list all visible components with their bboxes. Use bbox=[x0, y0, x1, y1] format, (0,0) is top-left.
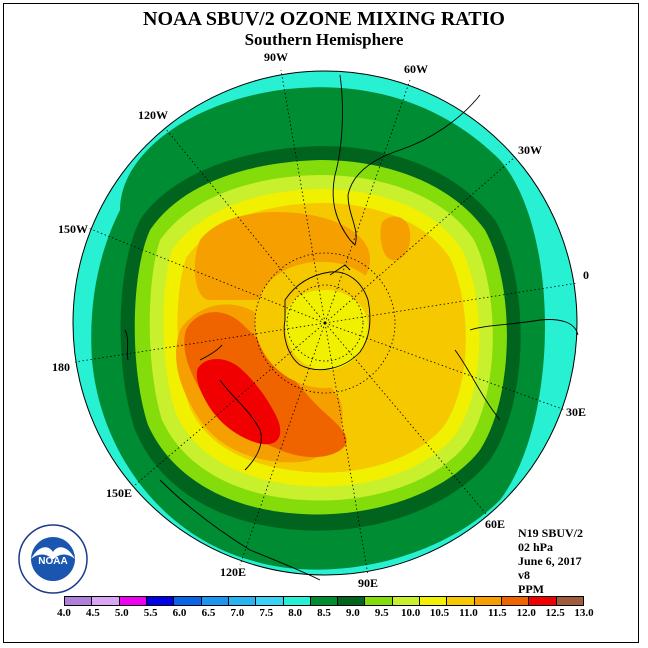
lon-label-90w: 90W bbox=[264, 50, 288, 64]
info-pressure-level: 02 hPa bbox=[518, 540, 554, 554]
south-pole-marker bbox=[323, 321, 327, 325]
lon-label-30w: 30W bbox=[518, 143, 542, 157]
info-date: June 6, 2017 bbox=[518, 554, 582, 568]
lon-label-60e: 60E bbox=[485, 517, 506, 531]
colorbar-tick-label: 8.5 bbox=[317, 607, 331, 619]
colorbar-tick-label: 6.0 bbox=[172, 607, 187, 619]
colorbar-swatch bbox=[146, 597, 175, 605]
lon-label-150w: 150W bbox=[58, 222, 88, 236]
colorbar-tick-label: 5.5 bbox=[143, 607, 158, 619]
colorbar-tick-label: 11.5 bbox=[488, 607, 507, 619]
product-info: N19 SBUV/2 02 hPa June 6, 2017 v8 PPM bbox=[518, 526, 583, 596]
colorbar-tick-label: 10.5 bbox=[429, 607, 450, 619]
colorbar-swatch bbox=[310, 597, 339, 605]
map-title: NOAA SBUV/2 OZONE MIXING RATIO bbox=[143, 8, 505, 30]
colorbar-tick-label: 7.0 bbox=[230, 607, 245, 619]
colorbar bbox=[64, 596, 584, 606]
colorbar-ticks: 4.0 4.5 5.0 5.5 6.0 6.5 7.0 7.5 8.0 8.5 9.0 9.5 10.0… bbox=[54, 607, 594, 621]
noaa-logo: NOAA bbox=[18, 524, 88, 594]
lon-label-90e: 90E bbox=[358, 576, 379, 590]
colorbar-tick-label: 4.5 bbox=[86, 607, 100, 619]
contour-12-0-orange bbox=[184, 312, 347, 458]
colorbar-swatch bbox=[447, 597, 475, 605]
colorbar-swatch bbox=[174, 597, 202, 605]
map-subtitle: Southern Hemisphere bbox=[244, 30, 404, 49]
colorbar-tick-label: 9.5 bbox=[374, 607, 389, 619]
info-satellite: N19 SBUV/2 bbox=[518, 526, 584, 540]
colorbar-tick-label: 9.0 bbox=[346, 607, 360, 619]
coastlines bbox=[124, 74, 579, 581]
colorbar-tick-label: 10.0 bbox=[401, 607, 421, 619]
colorbar-swatch bbox=[92, 597, 120, 605]
colorbar-swatch bbox=[365, 597, 393, 605]
colorbar-swatch bbox=[420, 597, 448, 605]
colorbar-swatch bbox=[529, 597, 557, 605]
colorbar-tick-label: 5.0 bbox=[114, 607, 129, 619]
map-boundary bbox=[72, 70, 578, 576]
colorbar-tick-label: 11.0 bbox=[459, 607, 478, 619]
lon-label-30e: 30E bbox=[566, 405, 587, 419]
colorbar-swatch bbox=[474, 597, 502, 605]
colorbar-swatch bbox=[256, 597, 284, 605]
colorbar-tick-label: 13.0 bbox=[574, 607, 594, 619]
colorbar-tick-label: 6.5 bbox=[201, 607, 216, 619]
info-version: v8 bbox=[518, 568, 530, 582]
colorbar-tick-label: 12.5 bbox=[545, 607, 565, 619]
lon-label-150e: 150E bbox=[106, 486, 133, 500]
lon-label-60w: 60W bbox=[404, 62, 428, 76]
colorbar-swatch bbox=[201, 597, 229, 605]
colorbar-tick-label: 7.5 bbox=[259, 607, 274, 619]
contour-11-5-west bbox=[230, 226, 271, 258]
colorbar-swatch bbox=[392, 597, 421, 605]
colorbar-swatch bbox=[119, 597, 147, 605]
colorbar-tick-label: 12.0 bbox=[516, 607, 536, 619]
info-units: PPM bbox=[518, 582, 544, 596]
logo-text: NOAA bbox=[38, 556, 67, 567]
inner-ring-10-5 bbox=[285, 290, 368, 370]
colorbar-swatch bbox=[65, 597, 93, 605]
contour-11-5-east bbox=[380, 216, 411, 261]
colorbar-swatch bbox=[283, 597, 311, 605]
colorbar-swatch bbox=[338, 597, 366, 605]
figure-frame bbox=[3, 3, 639, 643]
colorbar-tick-label: 4.0 bbox=[57, 607, 71, 619]
lon-label-120e: 120E bbox=[220, 565, 247, 579]
colorbar-swatch bbox=[228, 597, 257, 605]
lon-label-0: 0 bbox=[583, 268, 589, 282]
colorbar-tick-label: 8.0 bbox=[288, 607, 302, 619]
colorbar-swatch bbox=[502, 597, 530, 605]
lon-label-120w: 120W bbox=[138, 108, 168, 122]
graticule bbox=[74, 69, 579, 576]
lon-label-180: 180 bbox=[52, 360, 70, 374]
colorbar-swatch bbox=[556, 597, 583, 605]
